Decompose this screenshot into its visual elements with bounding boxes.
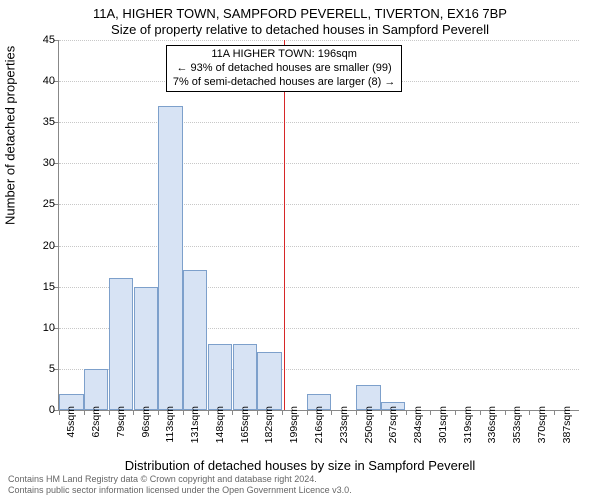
histogram-bar (233, 344, 257, 410)
annotation-line3: 7% of semi-detached houses are larger (8… (173, 76, 396, 90)
xtick-mark (133, 410, 134, 415)
xtick-label: 284sqm (412, 406, 424, 443)
gridline (59, 40, 579, 42)
histogram-bar (208, 344, 232, 410)
xtick-label: 353sqm (511, 406, 523, 443)
xtick-label: 387sqm (561, 406, 573, 443)
xtick-label: 301sqm (437, 406, 449, 443)
xtick-mark (257, 410, 258, 415)
xtick-mark (232, 410, 233, 415)
reference-line (284, 40, 285, 410)
histogram-bar (109, 278, 133, 410)
ytick-label: 30 (27, 157, 55, 169)
annotation-line2: ← 93% of detached houses are smaller (99… (173, 62, 396, 76)
annotation-line1: 11A HIGHER TOWN: 196sqm (173, 48, 396, 62)
xtick-label: 62sqm (90, 406, 102, 438)
xtick-label: 45sqm (65, 406, 77, 438)
xtick-mark (356, 410, 357, 415)
xtick-mark (480, 410, 481, 415)
xtick-mark (455, 410, 456, 415)
xtick-label: 319sqm (462, 406, 474, 443)
xtick-mark (84, 410, 85, 415)
ytick-label: 20 (27, 240, 55, 252)
histogram-bar (183, 270, 207, 410)
xtick-mark (208, 410, 209, 415)
xtick-mark (59, 410, 60, 415)
xtick-label: 199sqm (288, 406, 300, 443)
chart-container: 11A, HIGHER TOWN, SAMPFORD PEVERELL, TIV… (0, 0, 600, 500)
footer-line1: Contains HM Land Registry data © Crown c… (8, 474, 352, 485)
xtick-label: 165sqm (239, 406, 251, 443)
xtick-mark (406, 410, 407, 415)
xtick-mark (505, 410, 506, 415)
footer-line2: Contains public sector information licen… (8, 485, 352, 496)
gridline (59, 163, 579, 165)
xtick-label: 79sqm (115, 406, 127, 438)
annotation-box: 11A HIGHER TOWN: 196sqm← 93% of detached… (166, 45, 403, 92)
ytick-label: 15 (27, 281, 55, 293)
xtick-mark (331, 410, 332, 415)
histogram-bar (84, 369, 108, 410)
chart-title-line2: Size of property relative to detached ho… (0, 22, 600, 37)
xtick-mark (307, 410, 308, 415)
xtick-label: 336sqm (486, 406, 498, 443)
xtick-label: 96sqm (140, 406, 152, 438)
xtick-mark (554, 410, 555, 415)
xtick-mark (183, 410, 184, 415)
ytick-label: 10 (27, 322, 55, 334)
xtick-mark (282, 410, 283, 415)
xtick-mark (430, 410, 431, 415)
xtick-label: 131sqm (189, 406, 201, 443)
xtick-mark (529, 410, 530, 415)
ytick-label: 25 (27, 198, 55, 210)
ytick-label: 0 (27, 404, 55, 416)
histogram-bar (158, 106, 182, 410)
histogram-bar (134, 287, 158, 410)
x-axis-label: Distribution of detached houses by size … (0, 458, 600, 473)
footer-attribution: Contains HM Land Registry data © Crown c… (8, 474, 352, 497)
gridline (59, 246, 579, 248)
histogram-bar (257, 352, 281, 410)
xtick-label: 267sqm (387, 406, 399, 443)
xtick-mark (109, 410, 110, 415)
xtick-label: 233sqm (338, 406, 350, 443)
y-axis-label: Number of detached properties (3, 46, 18, 225)
ytick-label: 40 (27, 75, 55, 87)
xtick-label: 250sqm (363, 406, 375, 443)
xtick-mark (158, 410, 159, 415)
xtick-label: 216sqm (313, 406, 325, 443)
xtick-label: 370sqm (536, 406, 548, 443)
gridline (59, 122, 579, 124)
ytick-label: 5 (27, 363, 55, 375)
gridline (59, 204, 579, 206)
xtick-label: 148sqm (214, 406, 226, 443)
ytick-label: 35 (27, 116, 55, 128)
plot-area: 05101520253035404545sqm62sqm79sqm96sqm11… (58, 40, 579, 411)
ytick-label: 45 (27, 34, 55, 46)
xtick-label: 113sqm (164, 406, 176, 443)
chart-title-line1: 11A, HIGHER TOWN, SAMPFORD PEVERELL, TIV… (0, 6, 600, 21)
xtick-label: 182sqm (263, 406, 275, 443)
xtick-mark (381, 410, 382, 415)
